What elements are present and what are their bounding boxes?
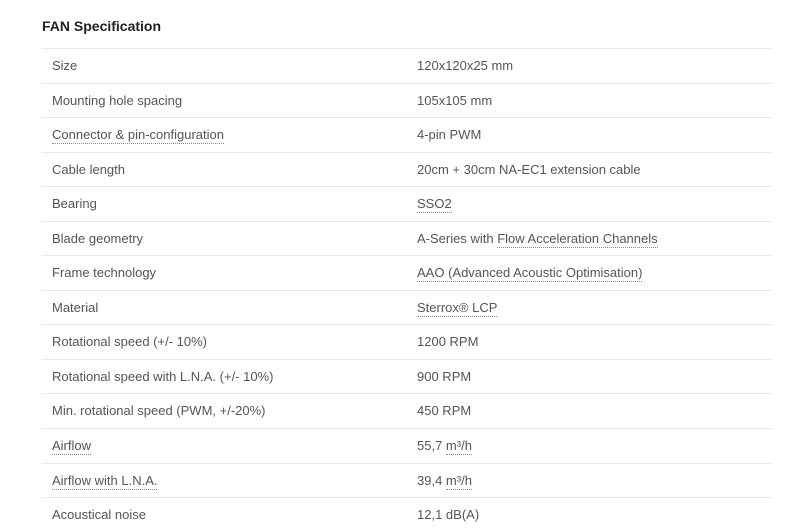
text-part: Connector & pin-configuration <box>52 127 224 144</box>
spec-value: 4-pin PWM <box>407 118 772 153</box>
table-row: Min. rotational speed (PWM, +/-20%) 450 R… <box>42 394 772 429</box>
text-part: Frame technology <box>52 265 156 280</box>
spec-value: Sterrox® LCP <box>407 290 772 325</box>
table-row: Airflow 55,7 m³/h <box>42 429 772 464</box>
spec-label: Rotational speed (+/- 10%) <box>42 325 407 360</box>
text-part: A-Series with <box>417 231 497 246</box>
text-part: 900 RPM <box>417 369 471 384</box>
spec-value: 1200 RPM <box>407 325 772 360</box>
table-row: Size 120x120x25 mm <box>42 49 772 84</box>
spec-value: 55,7 m³/h <box>407 429 772 464</box>
spec-label: Rotational speed with L.N.A. (+/- 10%) <box>42 359 407 394</box>
table-row: Frame technology AAO (Advanced Acoustic O… <box>42 256 772 291</box>
text-part: SSO2 <box>417 196 452 213</box>
spec-label: Min. rotational speed (PWM, +/-20%) <box>42 394 407 429</box>
spec-value: 20cm + 30cm NA-EC1 extension cable <box>407 152 772 187</box>
text-part: 1200 RPM <box>417 334 478 349</box>
text-part: Bearing <box>52 196 97 211</box>
spec-label: Acoustical noise <box>42 498 407 532</box>
table-row: Mounting hole spacing 105x105 mm <box>42 83 772 118</box>
text-part: 55,7 <box>417 438 446 453</box>
text-part: AAO (Advanced Acoustic Optimisation) <box>417 265 642 282</box>
spec-value: 105x105 mm <box>407 83 772 118</box>
spec-table: Size 120x120x25 mm Mounting hole spacing 10… <box>42 48 772 532</box>
spec-tbody: Size 120x120x25 mm Mounting hole spacing 10… <box>42 49 772 532</box>
text-part: Rotational speed (+/- 10%) <box>52 334 207 349</box>
spec-label: Airflow <box>42 429 407 464</box>
table-row: Material Sterrox® LCP <box>42 290 772 325</box>
spec-label: Bearing <box>42 187 407 222</box>
spec-label: Size <box>42 49 407 84</box>
spec-label: Connector & pin-configuration <box>42 118 407 153</box>
text-part: Mounting hole spacing <box>52 93 182 108</box>
table-row: Acoustical noise 12,1 dB(A) <box>42 498 772 532</box>
text-part: Size <box>52 58 77 73</box>
spec-label: Blade geometry <box>42 221 407 256</box>
text-part: 450 RPM <box>417 403 471 418</box>
text-part: 39,4 <box>417 473 446 488</box>
spec-container: FAN Specification Size 120x120x25 mm Mount… <box>0 0 800 532</box>
spec-value: 450 RPM <box>407 394 772 429</box>
text-part: 20cm + 30cm NA-EC1 extension cable <box>417 162 641 177</box>
spec-value: 900 RPM <box>407 359 772 394</box>
spec-value: 12,1 dB(A) <box>407 498 772 532</box>
table-row: Cable length 20cm + 30cm NA-EC1 extension… <box>42 152 772 187</box>
spec-value: AAO (Advanced Acoustic Optimisation) <box>407 256 772 291</box>
spec-value: 39,4 m³/h <box>407 463 772 498</box>
spec-value: 120x120x25 mm <box>407 49 772 84</box>
table-row: Blade geometry A-Series with Flow Acceler… <box>42 221 772 256</box>
text-part: Min. rotational speed (PWM, +/-20%) <box>52 403 266 418</box>
text-part: Airflow with L.N.A. <box>52 473 157 490</box>
text-part: 105x105 mm <box>417 93 492 108</box>
spec-label: Airflow with L.N.A. <box>42 463 407 498</box>
spec-value: A-Series with Flow Acceleration Channels <box>407 221 772 256</box>
spec-label: Cable length <box>42 152 407 187</box>
table-row: Rotational speed with L.N.A. (+/- 10%) 90… <box>42 359 772 394</box>
text-part: m³/h <box>446 438 472 455</box>
text-part: 120x120x25 mm <box>417 58 513 73</box>
text-part: Blade geometry <box>52 231 143 246</box>
spec-label: Material <box>42 290 407 325</box>
table-row: Connector & pin-configuration 4-pin PWM <box>42 118 772 153</box>
text-part: Acoustical noise <box>52 507 146 522</box>
text-part: Cable length <box>52 162 125 177</box>
text-part: 12,1 dB(A) <box>417 507 479 522</box>
text-part: Sterrox® LCP <box>417 300 497 317</box>
table-row: Airflow with L.N.A. 39,4 m³/h <box>42 463 772 498</box>
table-row: Bearing SSO2 <box>42 187 772 222</box>
text-part: m³/h <box>446 473 472 490</box>
text-part: Rotational speed with L.N.A. (+/- 10%) <box>52 369 273 384</box>
text-part: 4-pin PWM <box>417 127 481 142</box>
section-title: FAN Specification <box>42 12 772 48</box>
table-row: Rotational speed (+/- 10%) 1200 RPM <box>42 325 772 360</box>
text-part: Airflow <box>52 438 91 455</box>
spec-label: Frame technology <box>42 256 407 291</box>
text-part: Material <box>52 300 98 315</box>
spec-value: SSO2 <box>407 187 772 222</box>
spec-label: Mounting hole spacing <box>42 83 407 118</box>
text-part: Flow Acceleration Channels <box>497 231 657 248</box>
